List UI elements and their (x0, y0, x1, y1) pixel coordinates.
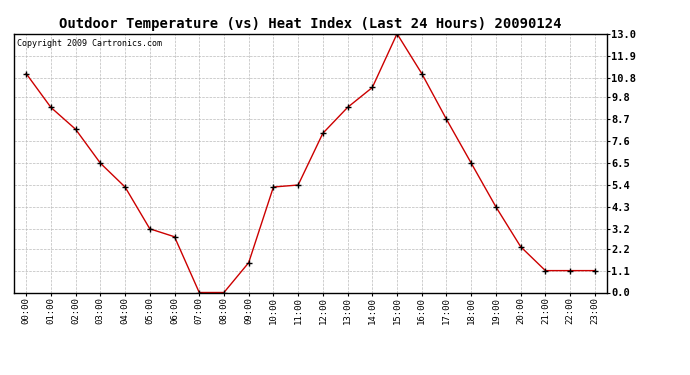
Title: Outdoor Temperature (vs) Heat Index (Last 24 Hours) 20090124: Outdoor Temperature (vs) Heat Index (Las… (59, 17, 562, 31)
Text: Copyright 2009 Cartronics.com: Copyright 2009 Cartronics.com (17, 39, 161, 48)
